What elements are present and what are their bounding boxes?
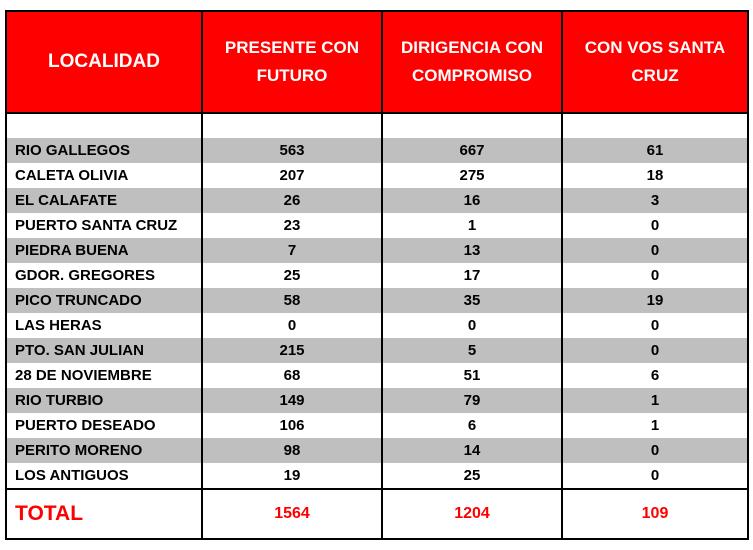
locality-cell: LOS ANTIGUOS: [5, 463, 203, 489]
data-row: PIEDRA BUENA 7 13 0: [5, 238, 749, 263]
value-cell: 275: [381, 163, 563, 188]
value-cell: 0: [561, 438, 749, 463]
results-table: LOCALIDAD PRESENTE CON FUTURO DIRIGENCIA C…: [5, 10, 749, 540]
data-row: PERITO MORENO 98 14 0: [5, 438, 749, 463]
value-cell: 14: [381, 438, 563, 463]
data-row: RIO TURBIO 149 79 1: [5, 388, 749, 413]
value-cell: 3: [561, 188, 749, 213]
value-cell: 5: [381, 338, 563, 363]
header-cell: CON VOS SANTA CRUZ: [561, 10, 749, 114]
value-cell: 18: [561, 163, 749, 188]
data-row: EL CALAFATE 26 16 3: [5, 188, 749, 213]
value-cell: 79: [381, 388, 563, 413]
value-cell: 68: [201, 363, 383, 388]
total-cell: 1564: [201, 488, 383, 540]
value-cell: 106: [201, 413, 383, 438]
data-row: PICO TRUNCADO 58 35 19: [5, 288, 749, 313]
value-cell: 0: [561, 338, 749, 363]
header-cell: LOCALIDAD: [5, 10, 203, 114]
total-cell: 109: [561, 488, 749, 540]
header-cell: PRESENTE CON FUTURO: [201, 10, 383, 114]
value-cell: 215: [201, 338, 383, 363]
locality-cell: RIO TURBIO: [5, 388, 203, 413]
data-row: PUERTO DESEADO 106 6 1: [5, 413, 749, 438]
value-cell: 6: [561, 363, 749, 388]
value-cell: 25: [381, 463, 563, 489]
value-cell: 25: [201, 263, 383, 288]
data-row: LAS HERAS 0 0 0: [5, 313, 749, 338]
value-cell: 58: [201, 288, 383, 313]
total-row: TOTAL 1564 1204 109: [5, 488, 749, 540]
value-cell: 563: [201, 138, 383, 163]
locality-cell: PERITO MORENO: [5, 438, 203, 463]
value-cell: 51: [381, 363, 563, 388]
data-row: RIO GALLEGOS 563 667 61: [5, 138, 749, 163]
header-cell: DIRIGENCIA CON COMPROMISO: [381, 10, 563, 114]
data-row: LOS ANTIGUOS 19 25 0: [5, 463, 749, 489]
blank-cell: [561, 113, 749, 138]
value-cell: 1: [381, 213, 563, 238]
table-body: LOCALIDAD PRESENTE CON FUTURO DIRIGENCIA C…: [5, 10, 749, 540]
locality-cell: PUERTO DESEADO: [5, 413, 203, 438]
value-cell: 0: [381, 313, 563, 338]
value-cell: 0: [561, 313, 749, 338]
blank-cell: [201, 113, 383, 138]
value-cell: 207: [201, 163, 383, 188]
locality-cell: LAS HERAS: [5, 313, 203, 338]
value-cell: 0: [561, 463, 749, 489]
value-cell: 1: [561, 413, 749, 438]
data-row: 28 DE NOVIEMBRE 68 51 6: [5, 363, 749, 388]
data-row: CALETA OLIVIA 207 275 18: [5, 163, 749, 188]
locality-cell: PUERTO SANTA CRUZ: [5, 213, 203, 238]
value-cell: 6: [381, 413, 563, 438]
value-cell: 19: [201, 463, 383, 489]
locality-cell: GDOR. GREGORES: [5, 263, 203, 288]
value-cell: 0: [561, 263, 749, 288]
data-row: PTO. SAN JULIAN 215 5 0: [5, 338, 749, 363]
value-cell: 26: [201, 188, 383, 213]
data-row: PUERTO SANTA CRUZ 23 1 0: [5, 213, 749, 238]
locality-cell: 28 DE NOVIEMBRE: [5, 363, 203, 388]
blank-cell: [5, 113, 203, 138]
value-cell: 0: [201, 313, 383, 338]
value-cell: 149: [201, 388, 383, 413]
value-cell: 0: [561, 213, 749, 238]
locality-cell: CALETA OLIVIA: [5, 163, 203, 188]
value-cell: 0: [561, 238, 749, 263]
value-cell: 1: [561, 388, 749, 413]
locality-cell: PTO. SAN JULIAN: [5, 338, 203, 363]
value-cell: 17: [381, 263, 563, 288]
locality-cell: EL CALAFATE: [5, 188, 203, 213]
blank-row: [5, 113, 749, 138]
value-cell: 16: [381, 188, 563, 213]
value-cell: 19: [561, 288, 749, 313]
value-cell: 98: [201, 438, 383, 463]
data-row: GDOR. GREGORES 25 17 0: [5, 263, 749, 288]
header-row: LOCALIDAD PRESENTE CON FUTURO DIRIGENCIA C…: [5, 10, 749, 114]
locality-cell: PIEDRA BUENA: [5, 238, 203, 263]
value-cell: 13: [381, 238, 563, 263]
blank-cell: [381, 113, 563, 138]
total-cell: 1204: [381, 488, 563, 540]
locality-cell: PICO TRUNCADO: [5, 288, 203, 313]
locality-cell: RIO GALLEGOS: [5, 138, 203, 163]
total-label: TOTAL: [5, 488, 203, 540]
value-cell: 667: [381, 138, 563, 163]
value-cell: 7: [201, 238, 383, 263]
value-cell: 23: [201, 213, 383, 238]
value-cell: 35: [381, 288, 563, 313]
value-cell: 61: [561, 138, 749, 163]
